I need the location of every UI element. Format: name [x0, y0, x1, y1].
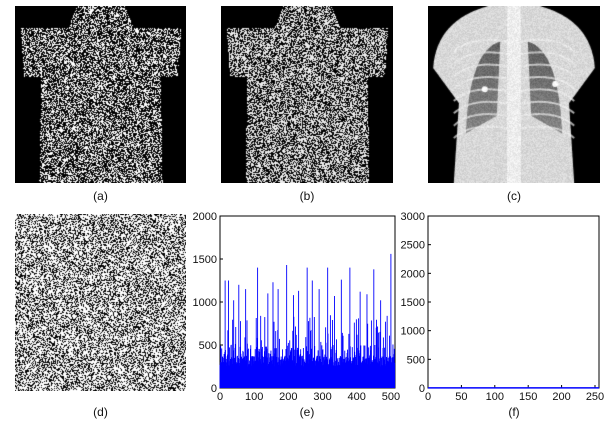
caption-b: (b)	[299, 189, 315, 203]
x-tick-label-f-1: 50	[455, 391, 467, 403]
x-tick-label-e-2: 200	[279, 391, 297, 403]
x-tick-label-e-0: 0	[217, 391, 223, 403]
noise-image-d	[15, 214, 186, 391]
x-tick-label-f-3: 150	[519, 391, 537, 403]
y-tick-label-e-1: 500	[199, 340, 217, 352]
y-tick-label-f-2: 1000	[401, 326, 425, 338]
caption-c: (c)	[507, 189, 521, 203]
y-tick-label-e-0: 0	[211, 383, 217, 395]
histogram-f: 0 50 100 150 200 250 0 500 1000 1500 2000 2500 3000	[392, 206, 606, 406]
caption-f: (f)	[508, 405, 520, 419]
chest-xray-image-c	[428, 6, 600, 183]
histogram-e-bars	[219, 253, 396, 388]
x-tick-label-e-3: 300	[313, 391, 331, 403]
bar-e-base	[220, 366, 395, 388]
y-tick-label-f-5: 2500	[401, 240, 425, 252]
caption-a: (a)	[93, 189, 108, 203]
x-tick-label-e-4: 400	[348, 391, 366, 403]
x-tick-label-e-5: 500	[382, 391, 400, 403]
x-tick-label-e-1: 100	[245, 391, 263, 403]
y-tick-label-f-0: 0	[419, 383, 425, 395]
plot-frame-f	[427, 215, 600, 389]
x-tick-label-f-4: 200	[552, 391, 570, 403]
x-tick-label-f-0: 0	[425, 391, 431, 403]
caption-d: (d)	[93, 405, 108, 419]
noise-image-b	[221, 6, 393, 183]
y-tick-label-e-3: 1500	[193, 254, 217, 266]
y-tick-label-f-4: 2000	[401, 268, 425, 280]
y-tick-label-f-3: 1500	[401, 297, 425, 309]
histogram-e: 0 100 200 300 400 500 0 500 1000 1500 2000	[190, 206, 402, 406]
caption-e: (e)	[299, 405, 315, 419]
y-tick-label-e-2: 1000	[193, 297, 217, 309]
x-tick-label-f-2: 100	[486, 391, 504, 403]
y-tick-label-e-4: 2000	[193, 211, 217, 223]
histogram-e-svg: 0 100 200 300 400 500 0 500 1000 1500 2000	[193, 211, 401, 403]
noise-image-a	[15, 6, 186, 183]
x-tick-label-f-5: 250	[586, 391, 604, 403]
y-tick-label-f-6: 3000	[401, 211, 425, 223]
y-tick-label-f-1: 500	[407, 354, 425, 366]
